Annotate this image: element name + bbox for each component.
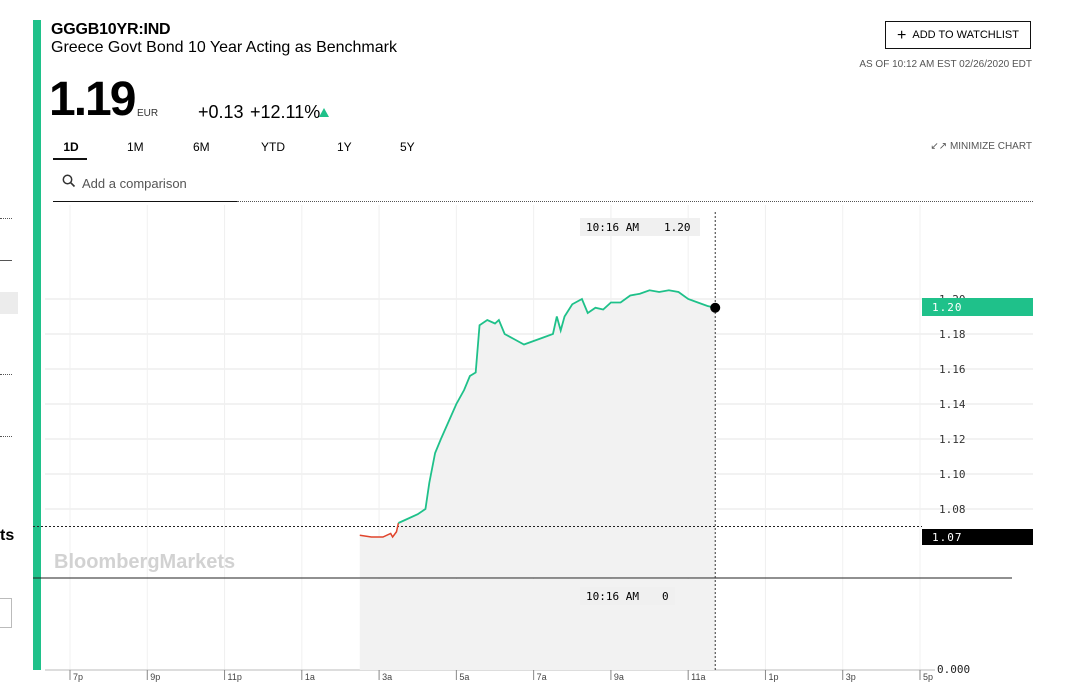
tab-1d[interactable]: 1D: [63, 140, 79, 154]
previous-close-badge: 1.07: [922, 529, 1033, 545]
x-axis: 7p 9p 11p 1a 3a 5a 7a 9a 11a 1p 3p 5p: [45, 669, 935, 682]
tab-5y[interactable]: 5Y: [400, 140, 415, 154]
volume-tooltip: 10:16 AM 0: [580, 587, 675, 605]
price-line-above-close: [398, 289, 716, 524]
last-value-badge: 1.20: [922, 298, 1033, 316]
add-to-watchlist-button[interactable]: + ADD TO WATCHLIST: [885, 21, 1031, 49]
left-panel-fragment: [0, 292, 18, 314]
plus-icon: +: [897, 26, 907, 44]
y-axis: 1.081.101.121.141.161.181.20: [939, 293, 966, 516]
x-tick-label: 7p: [73, 672, 83, 682]
y-tick-label: 1.08: [939, 503, 966, 516]
svg-text:1.20: 1.20: [664, 221, 691, 234]
left-divider: [0, 260, 12, 262]
chart-top-divider: [237, 201, 1033, 202]
minimize-label: MINIMIZE CHART: [949, 141, 1032, 152]
tab-ytd[interactable]: YTD: [261, 140, 285, 154]
search-underline: [53, 201, 237, 202]
left-divider: [0, 374, 12, 376]
y-tick-label: 1.14: [939, 398, 966, 411]
left-divider: [0, 436, 12, 438]
price-area: [359, 290, 716, 578]
currency-label: EUR: [137, 108, 159, 119]
svg-text:10:16 AM: 10:16 AM: [586, 221, 639, 234]
search-icon: [62, 174, 76, 188]
x-tick-label: 5p: [923, 672, 933, 682]
y-tick-label: 1.12: [939, 433, 966, 446]
y-tick-label: 1.16: [939, 363, 966, 376]
watchlist-label: ADD TO WATCHLIST: [912, 29, 1019, 41]
x-tick-label: 1p: [768, 672, 778, 682]
bloomberg-watermark: BloombergMarkets: [54, 551, 235, 573]
x-tick-label: 7a: [537, 672, 547, 682]
x-tick-label: 3p: [846, 672, 856, 682]
security-name: Greece Govt Bond 10 Year Acting as Bench…: [51, 39, 397, 56]
y-tick-label: 1.10: [939, 468, 966, 481]
svg-text:0: 0: [662, 590, 669, 603]
minimize-icon: ↙↗: [930, 141, 948, 152]
x-tick-label: 11a: [691, 672, 705, 682]
price-value: 1.19: [49, 73, 136, 126]
as-of-timestamp: AS OF 10:12 AM EST 02/26/2020 EDT: [859, 59, 1032, 70]
svg-text:1.07: 1.07: [932, 531, 963, 544]
ticker-symbol: GGGB10YR:IND: [51, 21, 171, 38]
price-change: +0.13: [198, 102, 244, 122]
svg-text:10:16 AM: 10:16 AM: [586, 590, 639, 603]
left-divider: [0, 218, 12, 220]
comparison-search-input[interactable]: [80, 172, 384, 194]
price-line-below-close: [359, 522, 400, 539]
x-tick-label: 11p: [228, 672, 242, 682]
x-tick-label: 9a: [614, 672, 624, 682]
tab-1m[interactable]: 1M: [127, 140, 144, 154]
crosshair-tooltip: 10:16 AM 1.20: [580, 218, 700, 236]
up-arrow-icon: [319, 108, 329, 117]
active-tab-indicator: [53, 158, 87, 160]
x-tick-label: 5a: [459, 672, 469, 682]
left-panel-text: ts: [0, 527, 15, 544]
volume-axis-label: 0.000: [937, 663, 970, 676]
svg-text:1.20: 1.20: [932, 301, 963, 314]
crosshair-dot: [710, 302, 721, 313]
price-change-percent: +12.11%: [250, 102, 321, 122]
y-tick-label: 1.18: [939, 328, 966, 341]
x-tick-label: 3a: [382, 672, 392, 682]
tab-1y[interactable]: 1Y: [337, 140, 352, 154]
x-tick-label: 9p: [150, 672, 160, 682]
left-panel-box: [0, 598, 12, 628]
x-tick-label: 1a: [305, 672, 315, 682]
minimize-chart-button[interactable]: ↙↗ MINIMIZE CHART: [930, 141, 1032, 152]
tab-6m[interactable]: 6M: [193, 140, 210, 154]
accent-bar: [33, 20, 41, 670]
